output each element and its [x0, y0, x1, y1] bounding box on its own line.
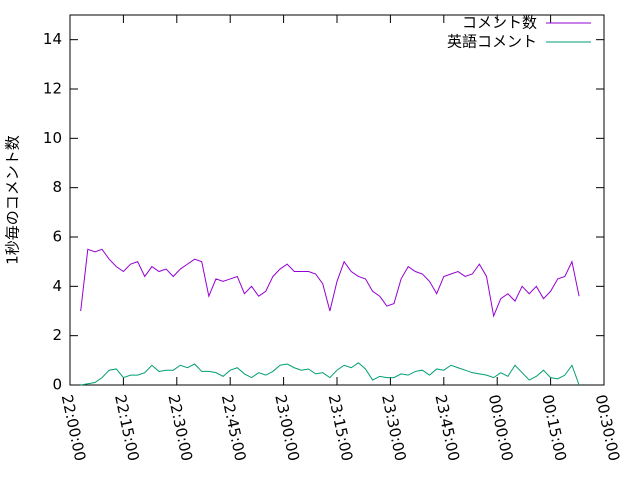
- legend-label: コメント数: [462, 14, 537, 32]
- y-tick-label: 14: [43, 30, 62, 48]
- x-tick-label: 22:00:00: [58, 393, 90, 463]
- x-tick-label: 00:30:00: [592, 393, 624, 463]
- y-tick-label: 6: [52, 228, 62, 246]
- y-tick-label: 0: [52, 376, 62, 394]
- y-axis-label: 1秒毎のコメント数: [4, 135, 22, 265]
- x-tick-label: 22:45:00: [218, 393, 250, 463]
- x-tick-label: 22:30:00: [164, 393, 196, 463]
- x-tick-label: 23:15:00: [325, 393, 357, 463]
- y-tick-label: 8: [52, 178, 62, 196]
- y-tick-label: 2: [52, 326, 62, 344]
- legend-label: 英語コメント: [447, 33, 537, 51]
- x-tick-label: 23:00:00: [271, 393, 303, 463]
- plot-frame: [69, 14, 605, 386]
- series-line: [80, 248, 580, 318]
- y-tick-label: 12: [43, 80, 62, 98]
- x-tick-label: 00:00:00: [485, 393, 517, 463]
- x-tick-label: 23:45:00: [431, 393, 463, 463]
- x-tick-label: 23:30:00: [378, 393, 410, 463]
- x-tick-label: 22:15:00: [111, 393, 143, 463]
- y-tick-label: 4: [52, 277, 62, 295]
- series-line: [80, 362, 580, 386]
- y-tick-label: 10: [43, 129, 62, 147]
- x-tick-label: 00:15:00: [538, 393, 570, 463]
